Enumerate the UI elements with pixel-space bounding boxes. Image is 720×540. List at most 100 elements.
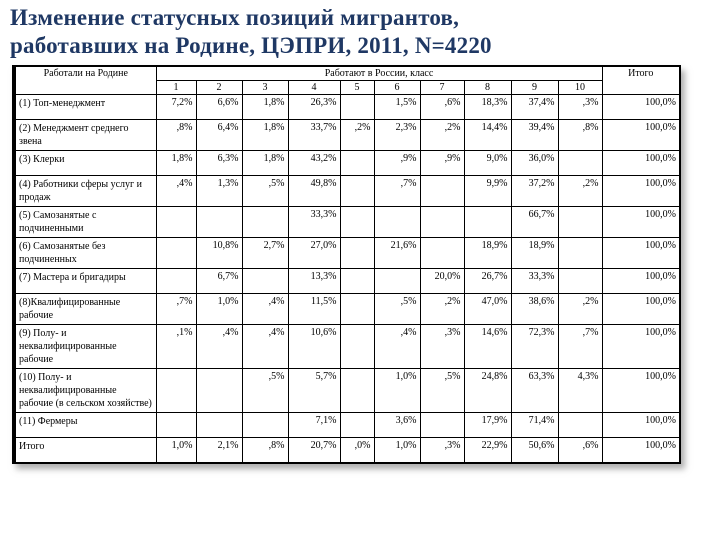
table-cell: 18,9% (463, 237, 512, 270)
table-cell (241, 412, 289, 439)
table-cell: 43,2% (287, 150, 341, 177)
table-cell: 36,0% (510, 150, 559, 177)
title-line-1: Изменение статусных позиций мигрантов, (10, 5, 460, 30)
table-cell: 20,7% (287, 437, 341, 464)
table-cell (419, 175, 465, 208)
table-cell: 26,3% (287, 94, 341, 121)
row-label: (5) Самозанятые с подчиненными (13, 206, 157, 239)
table-row: (11) Фермеры 7,1% 3,6% 17,9% 71,4% 100,0% (13, 412, 681, 439)
table-cell: 1,8% (241, 119, 289, 152)
table-cell: 6,4% (195, 119, 243, 152)
table-cell: 100,0% (601, 94, 681, 121)
table-cell (373, 206, 421, 239)
table-cell (557, 412, 603, 439)
table-cell: 33,3% (287, 206, 341, 239)
table-row: (9) Полу- и неквалифицированные рабочие,… (13, 324, 681, 370)
table-cell: 24,8% (463, 368, 512, 414)
table-body: (1) Топ-менеджмент 7,2% 6,6% 1,8% 26,3% 1,5%,… (13, 94, 681, 464)
row-label: (3) Клерки (13, 150, 157, 177)
page-title: Изменение статусных позиций мигрантов, р… (10, 4, 710, 60)
table-cell (339, 293, 375, 326)
table-cell: ,2% (339, 119, 375, 152)
table-cell: 2,1% (195, 437, 243, 464)
table-cell: ,4% (155, 175, 197, 208)
table-cell (241, 206, 289, 239)
table-cell: 100,0% (601, 368, 681, 414)
header-total-column: Итого (601, 65, 681, 96)
table-cell: ,8% (557, 119, 603, 152)
table-cell (373, 268, 421, 295)
row-label: (8)Квалифицированные рабочие (13, 293, 157, 326)
table-cell: ,5% (373, 293, 421, 326)
row-label: (11) Фермеры (13, 412, 157, 439)
table-cell: ,2% (557, 293, 603, 326)
table-cell: 2,3% (373, 119, 421, 152)
table-cell: ,8% (241, 437, 289, 464)
header-russia-group: Работают в России, класс (155, 65, 603, 82)
table-cell: ,6% (557, 437, 603, 464)
table-cell (419, 412, 465, 439)
table-row: Итого 1,0% 2,1% ,8% 20,7% ,0% 1,0% ,3% 22,9% 50,6… (13, 437, 681, 464)
table-cell (419, 206, 465, 239)
table-cell: 100,0% (601, 206, 681, 239)
table-cell: 100,0% (601, 237, 681, 270)
table-cell (195, 206, 243, 239)
table-cell (339, 412, 375, 439)
table-cell: ,9% (419, 150, 465, 177)
table-cell (339, 150, 375, 177)
table-cell: 6,6% (195, 94, 243, 121)
table-cell: 1,8% (241, 150, 289, 177)
table-row: (8)Квалифицированные рабочие ,7% 1,0% ,4% 11… (13, 293, 681, 326)
table-cell: ,3% (419, 437, 465, 464)
table-cell: 1,3% (195, 175, 243, 208)
migrant-status-table: Работали на Родине Работают в России, кл… (12, 65, 681, 464)
table-cell: 47,0% (463, 293, 512, 326)
table-cell: 18,3% (463, 94, 512, 121)
table-cell: 50,6% (510, 437, 559, 464)
table-cell: 100,0% (601, 293, 681, 326)
table-cell: 33,7% (287, 119, 341, 152)
table-cell: ,4% (373, 324, 421, 370)
row-label: Итого (13, 437, 157, 464)
table-cell (557, 150, 603, 177)
table-cell: ,4% (241, 324, 289, 370)
table-cell: ,7% (373, 175, 421, 208)
table-cell: ,4% (241, 293, 289, 326)
table-cell: ,5% (419, 368, 465, 414)
table-cell: 4,3% (557, 368, 603, 414)
table-cell: 7,1% (287, 412, 341, 439)
table-cell (155, 206, 197, 239)
table-cell: 21,6% (373, 237, 421, 270)
table-cell: 17,9% (463, 412, 512, 439)
table-cell (155, 268, 197, 295)
table-cell (339, 175, 375, 208)
table-cell (339, 268, 375, 295)
table-cell: ,3% (557, 94, 603, 121)
table-cell: 5,7% (287, 368, 341, 414)
table-row: (5) Самозанятые с подчиненными 33,3% 66,7%… (13, 206, 681, 239)
table-cell: ,1% (155, 324, 197, 370)
table-cell: 100,0% (601, 412, 681, 439)
table-cell (419, 237, 465, 270)
row-label: (4) Работники сферы услуг и продаж (13, 175, 157, 208)
table-row: (3) Клерки 1,8% 6,3% 1,8% 43,2% ,9% ,9% 9,0% 36,… (13, 150, 681, 177)
table-cell: 33,3% (510, 268, 559, 295)
table-cell (155, 412, 197, 439)
table-cell (557, 237, 603, 270)
table-cell (339, 324, 375, 370)
class-col-header: 8 (463, 80, 512, 96)
table-cell: 3,6% (373, 412, 421, 439)
table-cell (339, 237, 375, 270)
row-label: (6) Самозанятые без подчиненных (13, 237, 157, 270)
class-col-header: 10 (557, 80, 603, 96)
table-header: Работали на Родине Работают в России, кл… (13, 65, 681, 96)
table-cell: ,7% (557, 324, 603, 370)
table-row: (1) Топ-менеджмент 7,2% 6,6% 1,8% 26,3% 1,5%,… (13, 94, 681, 121)
table-cell: 22,9% (463, 437, 512, 464)
table-cell (195, 412, 243, 439)
table-cell: 100,0% (601, 175, 681, 208)
table-cell: 9,9% (463, 175, 512, 208)
table-cell: 20,0% (419, 268, 465, 295)
table-cell: 1,0% (195, 293, 243, 326)
table-cell: ,6% (419, 94, 465, 121)
